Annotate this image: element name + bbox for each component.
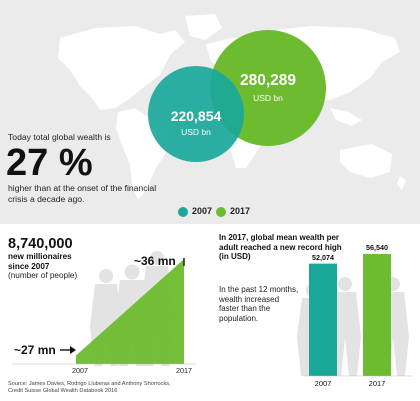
wealth-note: In the past 12 months, wealth increased … xyxy=(219,285,299,323)
x-tick-2017: 2017 xyxy=(176,366,192,375)
bubble-2017-value: 280,289 xyxy=(239,72,297,89)
bubble-2007-unit: USD bn xyxy=(181,127,211,137)
legend-swatch-2007 xyxy=(178,207,188,217)
intro-text: Today total global wealth is xyxy=(8,132,111,142)
millionaires-subtitle: new millionaires since 2007 xyxy=(8,252,72,271)
start-value-label: ~27 mn xyxy=(14,343,56,357)
bar-label-2007: 2007 xyxy=(314,379,332,388)
millionaires-note: (number of people) xyxy=(8,271,78,280)
source-note: Source: James Davies, Rodrigo Lluberas a… xyxy=(8,381,171,394)
legend-swatch-2017 xyxy=(216,207,226,217)
bar-label-2017: 2017 xyxy=(368,379,386,388)
headline-percent: 27 % xyxy=(6,142,93,184)
bar-2017 xyxy=(363,254,391,376)
source-line-2: Credit Suisse Global Wealth Databook 201… xyxy=(8,387,118,394)
wealth-bar-chart xyxy=(297,254,413,377)
map-southeast-asia xyxy=(330,108,362,126)
map-new-zealand xyxy=(397,176,406,190)
millionaires-panel: 8,740,000 new millionaires since 2007 (n… xyxy=(0,226,212,401)
world-wealth-panel: 280,289 USD bn 220,854 USD bn Today tota… xyxy=(0,0,420,224)
legend-label-2017: 2017 xyxy=(230,206,251,216)
bar-2007 xyxy=(309,263,337,376)
map-north-america xyxy=(58,26,185,110)
bubble-2007-value: 220,854 xyxy=(170,108,222,124)
bubble-2017-unit: USD bn xyxy=(253,93,283,103)
wealth-per-adult-panel: 52,074 56,540 2007 2017 xyxy=(213,226,420,401)
bar-value-2017: 56,540 xyxy=(366,243,388,252)
map-australia xyxy=(340,144,392,178)
world-map xyxy=(58,14,406,200)
start-arrow-head xyxy=(70,346,76,354)
legend-label-2007: 2007 xyxy=(192,206,213,216)
bubble-2007 xyxy=(148,66,244,162)
map-greenland xyxy=(185,14,222,40)
end-value-label: ~36 mn xyxy=(134,254,176,268)
intro-tail: higher than at the onset of the financia… xyxy=(8,183,157,204)
millionaires-chart xyxy=(12,251,196,366)
x-tick-2007: 2007 xyxy=(72,366,88,375)
millionaires-count: 8,740,000 xyxy=(8,236,73,252)
growth-area xyxy=(76,259,184,364)
source-line-1: Source: James Davies, Rodrigo Lluberas a… xyxy=(8,381,171,387)
wealth-headline: In 2017, global mean wealth per adult re… xyxy=(219,233,342,262)
bar-value-2007: 52,074 xyxy=(312,252,334,262)
